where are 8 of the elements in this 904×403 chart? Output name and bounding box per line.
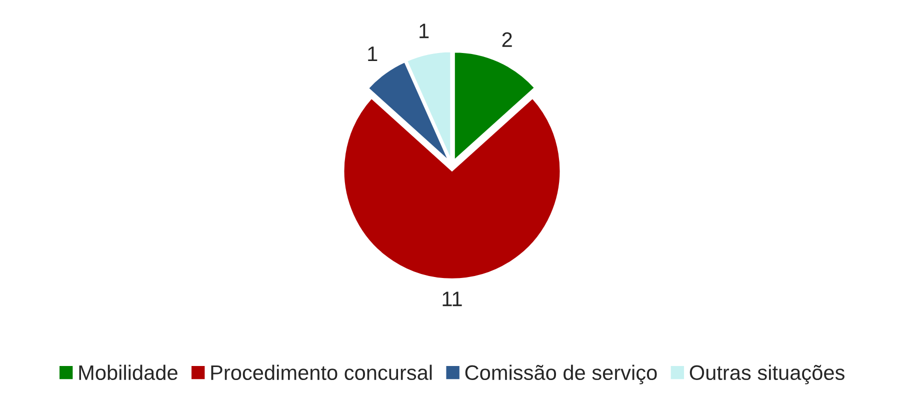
data-label: 1: [420, 24, 429, 38]
data-label: 1: [368, 46, 378, 62]
legend-label: Mobilidade: [79, 364, 178, 380]
legend-label: Comissão de serviço: [465, 364, 657, 384]
data-label: 11: [442, 292, 462, 306]
data-label: 2: [502, 32, 512, 47]
legend-label: Procedimento concursal: [211, 364, 432, 380]
legend-label: Outras situações: [690, 364, 844, 384]
